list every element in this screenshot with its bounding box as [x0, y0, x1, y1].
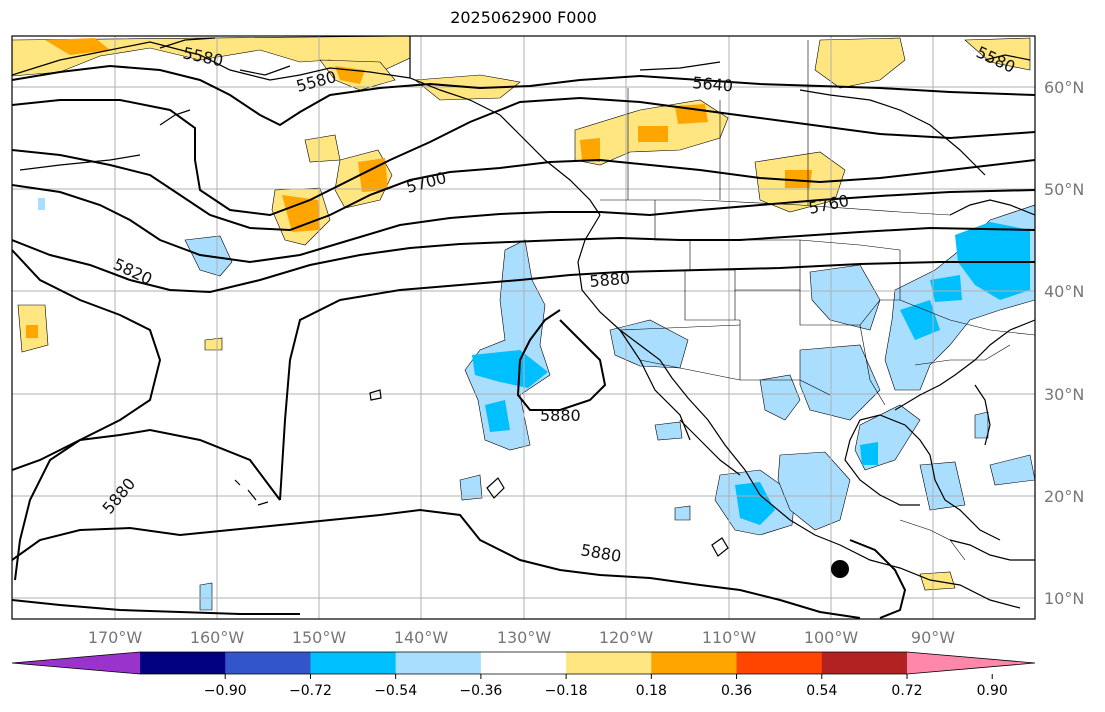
latitude-label: 50°N	[1044, 180, 1084, 199]
longitude-label: 110°W	[702, 628, 757, 647]
storm-center-dot	[831, 560, 849, 578]
latitude-label: 10°N	[1044, 589, 1084, 608]
latitude-axis: 60°N 50°N 40°N 30°N 20°N 10°N	[1044, 78, 1084, 608]
colorbar-segment	[736, 652, 823, 674]
colorbar-extend-low	[12, 652, 140, 674]
islands	[234, 389, 729, 557]
colorbar-extend-high	[907, 652, 1035, 674]
colorbar-tick-label: 0.72	[891, 683, 922, 699]
colorbar-segment	[651, 652, 738, 674]
colorbar-tick-label: 0.36	[721, 683, 752, 699]
longitude-label: 120°W	[599, 628, 654, 647]
colorbar-segment	[310, 652, 397, 674]
colorbar-tick-label: −0.54	[374, 683, 417, 699]
political-borders	[600, 40, 1035, 561]
coastlines	[12, 36, 1035, 609]
contour-label: 5880	[589, 269, 631, 291]
longitude-label: 130°W	[497, 628, 552, 647]
longitude-label: 100°W	[804, 628, 859, 647]
colorbar-segment	[480, 652, 567, 674]
latitude-label: 20°N	[1044, 487, 1084, 506]
longitude-label: 160°W	[190, 628, 245, 647]
latitude-label: 30°N	[1044, 385, 1084, 404]
colorbar-tick-label: −0.36	[459, 683, 502, 699]
colorbar-tick-label: −0.18	[545, 683, 588, 699]
colorbar-tick-label: 0.90	[977, 683, 1008, 699]
colorbar: −0.90 −0.72 −0.54 −0.36 −0.18 0.18 0.36 0.54 0.7…	[11, 651, 1036, 699]
colorbar-tick-label: 0.18	[636, 683, 667, 699]
colorbar-segment	[225, 652, 311, 674]
negative-shading	[38, 198, 1035, 611]
colorbar-segment	[140, 652, 226, 674]
longitude-label: 140°W	[394, 628, 449, 647]
colorbar-tick-label: −0.72	[289, 683, 332, 699]
longitude-label: 90°W	[911, 628, 955, 647]
colorbar-segment	[566, 652, 652, 674]
map-frame	[11, 35, 1036, 620]
contour-label: 5640	[692, 73, 734, 95]
colorbar-segment	[395, 652, 482, 674]
longitude-label: 150°W	[292, 628, 347, 647]
colorbar-tick-label: −0.90	[204, 683, 247, 699]
colorbar-segment	[821, 652, 908, 674]
contour-label: 5880	[540, 406, 581, 425]
height-contours	[12, 64, 1035, 619]
longitude-label: 170°W	[88, 628, 143, 647]
colorbar-tick-label: 0.54	[806, 683, 837, 699]
latitude-label: 60°N	[1044, 78, 1084, 97]
colorbar-outline	[11, 651, 1036, 675]
latitude-label: 40°N	[1044, 282, 1084, 301]
map-title: 2025062900 F000	[450, 8, 597, 27]
longitude-axis: 170°W 160°W 150°W 140°W 130°W 120°W 110°…	[88, 628, 955, 647]
